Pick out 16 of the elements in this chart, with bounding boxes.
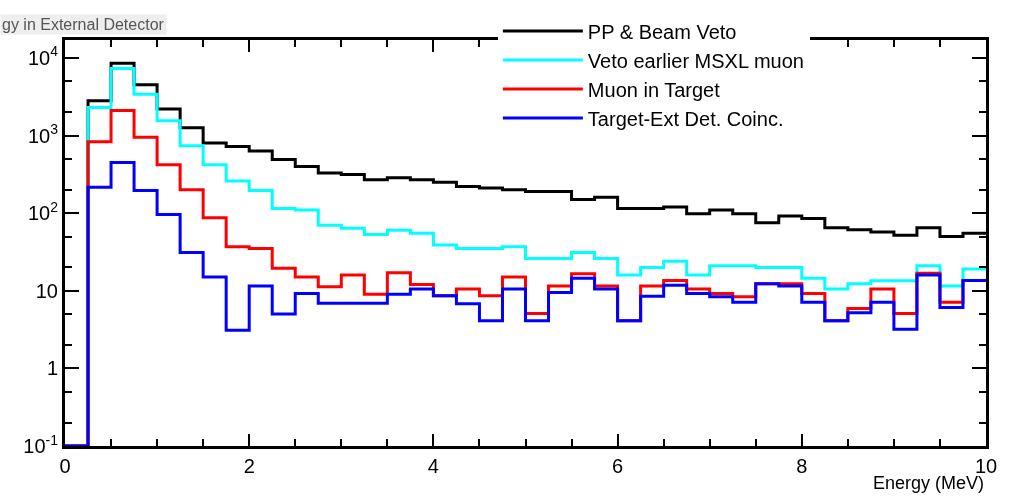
x-tick-label: 8 bbox=[796, 455, 808, 477]
legend-label: Target-Ext Det. Coinc. bbox=[587, 107, 784, 130]
legend-label: Muon in Target bbox=[587, 78, 721, 101]
y-tick-label: 1 bbox=[46, 357, 58, 380]
y-tick-label: 10 bbox=[35, 279, 58, 302]
y-tick-label: 10$^{4}$ bbox=[27, 43, 59, 69]
x-tick-label: 4 bbox=[427, 455, 439, 477]
x-tick-label: 6 bbox=[612, 455, 624, 477]
legend-label: Veto earlier MSXL muon bbox=[587, 49, 804, 72]
legend-label: PP & Beam Veto bbox=[587, 20, 737, 43]
y-tick-label: 10$^{2}$ bbox=[27, 198, 59, 225]
x-tick-label: 0 bbox=[59, 455, 71, 477]
y-tick-label: 10$^{3}$ bbox=[27, 121, 59, 147]
chart-title: gy in External Detector bbox=[2, 16, 165, 33]
x-tick-label: 2 bbox=[243, 455, 255, 477]
y-tick-label: 10$^{-1}$ bbox=[23, 431, 59, 457]
